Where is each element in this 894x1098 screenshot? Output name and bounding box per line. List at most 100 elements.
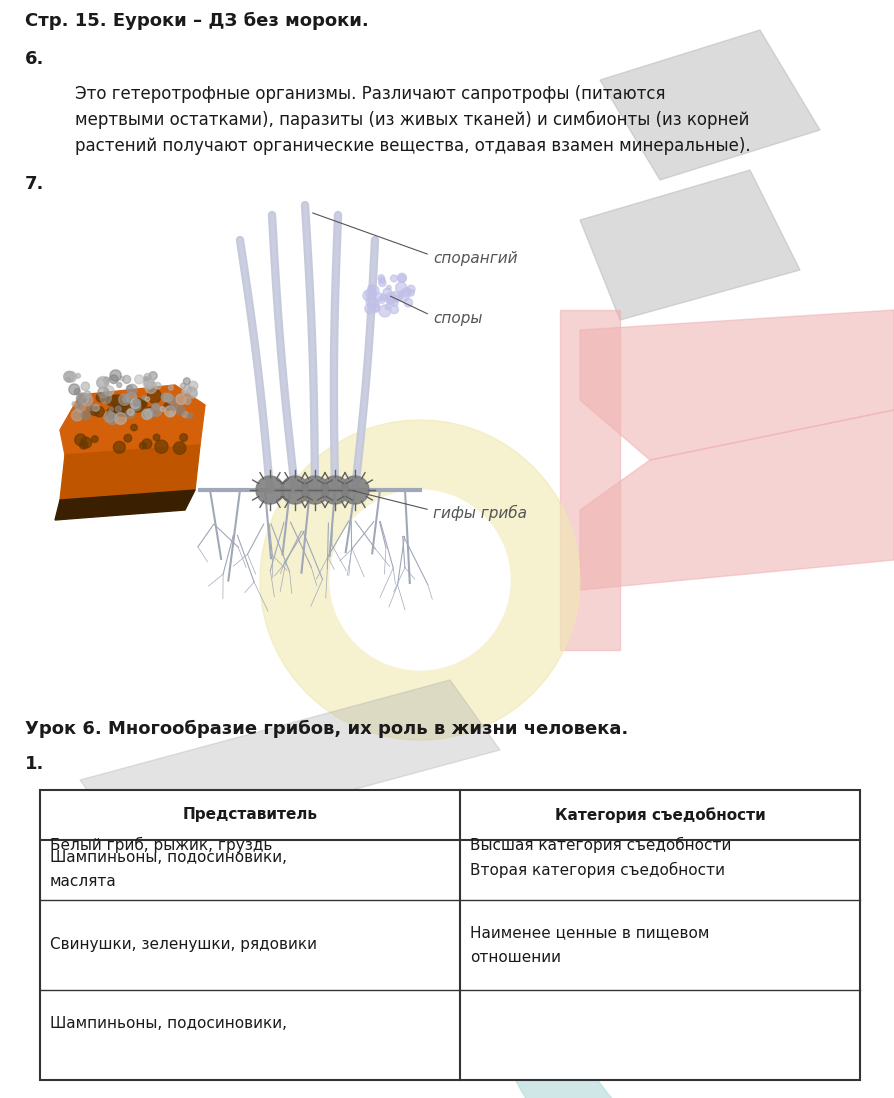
Text: 1.: 1. [25,755,45,773]
Wedge shape [167,396,175,404]
Wedge shape [183,378,190,384]
Wedge shape [144,377,148,381]
Wedge shape [385,304,391,310]
Wedge shape [281,477,309,504]
Text: Категория съедобности: Категория съедобности [554,807,765,822]
Wedge shape [155,382,161,389]
Wedge shape [404,299,412,307]
Wedge shape [148,390,161,403]
Wedge shape [379,277,385,283]
Polygon shape [60,385,205,455]
Wedge shape [402,288,411,296]
Polygon shape [55,490,195,520]
Wedge shape [186,388,197,399]
Wedge shape [366,295,377,307]
Wedge shape [117,382,122,388]
Wedge shape [385,292,396,303]
Wedge shape [168,385,173,390]
Wedge shape [369,285,379,295]
Wedge shape [145,407,155,417]
Wedge shape [119,394,131,405]
Text: отношении: отношении [470,950,561,964]
Text: 7.: 7. [25,175,45,193]
Wedge shape [256,477,284,504]
Wedge shape [106,413,118,425]
Wedge shape [375,293,383,301]
Wedge shape [105,381,109,385]
Wedge shape [386,296,395,305]
Text: растений получают органические вещества, отдавая взамен минеральные).: растений получают органические вещества,… [75,137,751,155]
Text: гифы гриба: гифы гриба [433,505,527,522]
Wedge shape [371,304,375,309]
Wedge shape [151,405,162,416]
Wedge shape [122,396,129,403]
Wedge shape [72,410,83,421]
Wedge shape [187,413,193,418]
Wedge shape [176,394,186,404]
Wedge shape [145,382,156,393]
Wedge shape [77,393,87,404]
Wedge shape [321,477,349,504]
Wedge shape [145,408,154,418]
Wedge shape [115,406,122,412]
Wedge shape [113,405,122,416]
Wedge shape [164,406,176,417]
Wedge shape [398,290,409,302]
Polygon shape [580,170,800,320]
Text: Шампиньоны, подосиновики,: Шампиньоны, подосиновики, [50,1016,287,1031]
Polygon shape [493,927,894,1098]
Wedge shape [398,273,407,282]
Wedge shape [114,441,125,453]
Wedge shape [75,402,86,412]
Wedge shape [81,411,90,419]
Wedge shape [126,392,137,403]
Text: Стр. 15. Еуроки – ДЗ без мороки.: Стр. 15. Еуроки – ДЗ без мороки. [25,12,368,30]
Wedge shape [104,377,109,383]
Polygon shape [600,30,820,180]
Text: Белый гриб, рыжик, груздь: Белый гриб, рыжик, груздь [50,837,273,853]
Wedge shape [97,393,105,402]
Wedge shape [144,378,154,388]
Wedge shape [149,372,157,380]
Wedge shape [76,403,80,407]
Wedge shape [387,295,393,302]
Wedge shape [145,396,149,402]
Text: Шампиньоны, подосиновики,: Шампиньоны, подосиновики, [50,851,287,865]
Text: Наименее ценные в пищевом: Наименее ценные в пищевом [470,926,709,941]
Text: Урок 6. Многообразие грибов, их роль в жизни человека.: Урок 6. Многообразие грибов, их роль в ж… [25,720,628,738]
Wedge shape [97,377,108,388]
Wedge shape [127,385,133,392]
Wedge shape [378,274,384,281]
Wedge shape [301,477,329,504]
Wedge shape [76,373,80,378]
Wedge shape [363,290,374,301]
Wedge shape [161,393,169,401]
Wedge shape [373,305,379,312]
Wedge shape [120,377,124,381]
Wedge shape [88,404,94,411]
Wedge shape [133,399,140,406]
Wedge shape [104,412,114,423]
Bar [40,789,860,1080]
Wedge shape [170,403,177,410]
Wedge shape [100,392,112,404]
Wedge shape [341,477,369,504]
Wedge shape [366,289,376,299]
Wedge shape [97,386,109,397]
Wedge shape [110,370,122,381]
Wedge shape [75,434,87,446]
Wedge shape [105,385,114,395]
Wedge shape [91,436,98,442]
Text: Представитель: Представитель [182,807,317,822]
Wedge shape [143,378,155,389]
Wedge shape [330,490,510,670]
Wedge shape [183,397,190,404]
Wedge shape [399,274,406,282]
Wedge shape [74,389,80,394]
Text: мертвыми остатками), паразиты (из живых тканей) и симбионты (из корней: мертвыми остатками), паразиты (из живых … [75,111,749,130]
Wedge shape [386,285,392,290]
Wedge shape [169,412,173,416]
Wedge shape [388,299,393,304]
Wedge shape [374,302,379,307]
Wedge shape [368,284,375,291]
